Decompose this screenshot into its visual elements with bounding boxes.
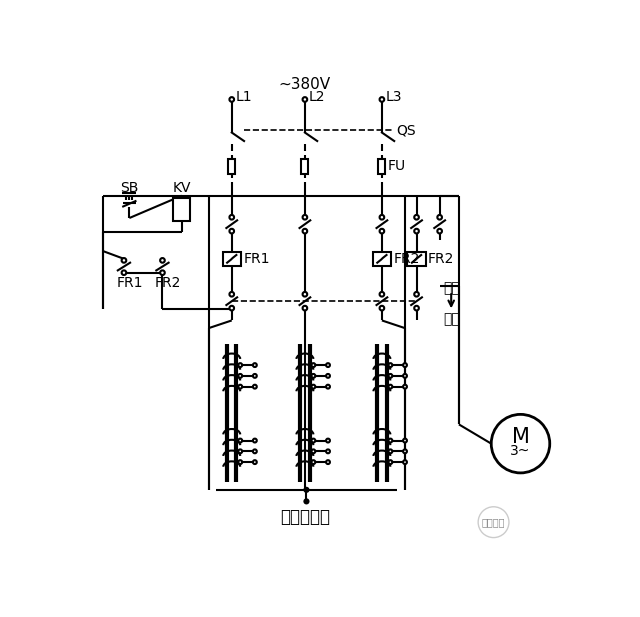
Text: SB: SB	[120, 181, 138, 195]
Bar	[372, 252, 391, 266]
Bar	[407, 252, 426, 266]
Text: FR2: FR2	[155, 276, 181, 291]
Circle shape	[312, 449, 316, 453]
Circle shape	[122, 270, 126, 275]
Circle shape	[380, 97, 384, 102]
Circle shape	[403, 449, 407, 453]
Circle shape	[388, 374, 392, 378]
Circle shape	[253, 439, 257, 442]
Circle shape	[326, 363, 330, 367]
Circle shape	[303, 97, 307, 102]
Circle shape	[303, 306, 307, 310]
Circle shape	[253, 385, 257, 389]
Circle shape	[403, 374, 407, 378]
Text: 技成培训: 技成培训	[482, 517, 506, 527]
Circle shape	[230, 229, 234, 233]
Circle shape	[414, 292, 419, 297]
Circle shape	[388, 363, 392, 367]
Circle shape	[492, 415, 550, 473]
Circle shape	[238, 363, 242, 367]
Text: 运行: 运行	[444, 281, 460, 295]
Circle shape	[388, 460, 392, 464]
Circle shape	[403, 363, 407, 367]
Text: 3~: 3~	[510, 444, 531, 458]
Circle shape	[230, 97, 234, 102]
Circle shape	[326, 439, 330, 442]
Bar	[223, 252, 241, 266]
Text: M: M	[511, 428, 529, 447]
Text: L2: L2	[308, 90, 325, 104]
Circle shape	[437, 229, 442, 233]
Circle shape	[238, 439, 242, 442]
Circle shape	[403, 460, 407, 464]
Circle shape	[414, 215, 419, 220]
Circle shape	[253, 363, 257, 367]
Text: 启动: 启动	[444, 312, 460, 326]
Circle shape	[326, 449, 330, 453]
Circle shape	[414, 229, 419, 233]
Circle shape	[312, 439, 316, 442]
Text: FR2: FR2	[394, 252, 420, 266]
Circle shape	[238, 460, 242, 464]
Circle shape	[238, 374, 242, 378]
Circle shape	[303, 499, 310, 505]
Circle shape	[230, 292, 234, 297]
Circle shape	[437, 215, 442, 220]
Circle shape	[230, 215, 234, 220]
Circle shape	[312, 460, 316, 464]
Circle shape	[403, 439, 407, 442]
Circle shape	[312, 374, 316, 378]
Bar	[378, 159, 385, 174]
Circle shape	[303, 487, 310, 493]
Text: L3: L3	[386, 90, 403, 104]
Bar	[301, 159, 308, 174]
Circle shape	[303, 215, 307, 220]
Bar	[228, 159, 236, 174]
Circle shape	[414, 306, 419, 310]
Circle shape	[160, 258, 164, 263]
Circle shape	[253, 460, 257, 464]
Circle shape	[380, 306, 384, 310]
Circle shape	[230, 306, 234, 310]
Bar	[173, 198, 190, 221]
Text: FU: FU	[387, 159, 405, 173]
Circle shape	[303, 229, 307, 233]
Text: ~380V: ~380V	[279, 77, 331, 93]
Circle shape	[253, 374, 257, 378]
Text: 自耦变压器: 自耦变压器	[280, 508, 330, 526]
Circle shape	[403, 385, 407, 389]
Circle shape	[478, 507, 509, 537]
Text: FR1: FR1	[116, 276, 143, 291]
Circle shape	[312, 385, 316, 389]
Circle shape	[238, 449, 242, 453]
Text: KV: KV	[172, 181, 191, 195]
Circle shape	[326, 374, 330, 378]
Circle shape	[303, 292, 307, 297]
Text: QS: QS	[396, 123, 415, 137]
Circle shape	[122, 258, 126, 263]
Circle shape	[380, 292, 384, 297]
Circle shape	[380, 229, 384, 233]
Circle shape	[326, 460, 330, 464]
Circle shape	[388, 385, 392, 389]
Circle shape	[388, 439, 392, 442]
Circle shape	[238, 385, 242, 389]
Text: L1: L1	[236, 90, 252, 104]
Text: FR1: FR1	[243, 252, 270, 266]
Circle shape	[380, 215, 384, 220]
Circle shape	[253, 449, 257, 453]
Circle shape	[326, 385, 330, 389]
Text: FR2: FR2	[428, 252, 454, 266]
Circle shape	[388, 449, 392, 453]
Circle shape	[160, 270, 164, 275]
Circle shape	[312, 363, 316, 367]
